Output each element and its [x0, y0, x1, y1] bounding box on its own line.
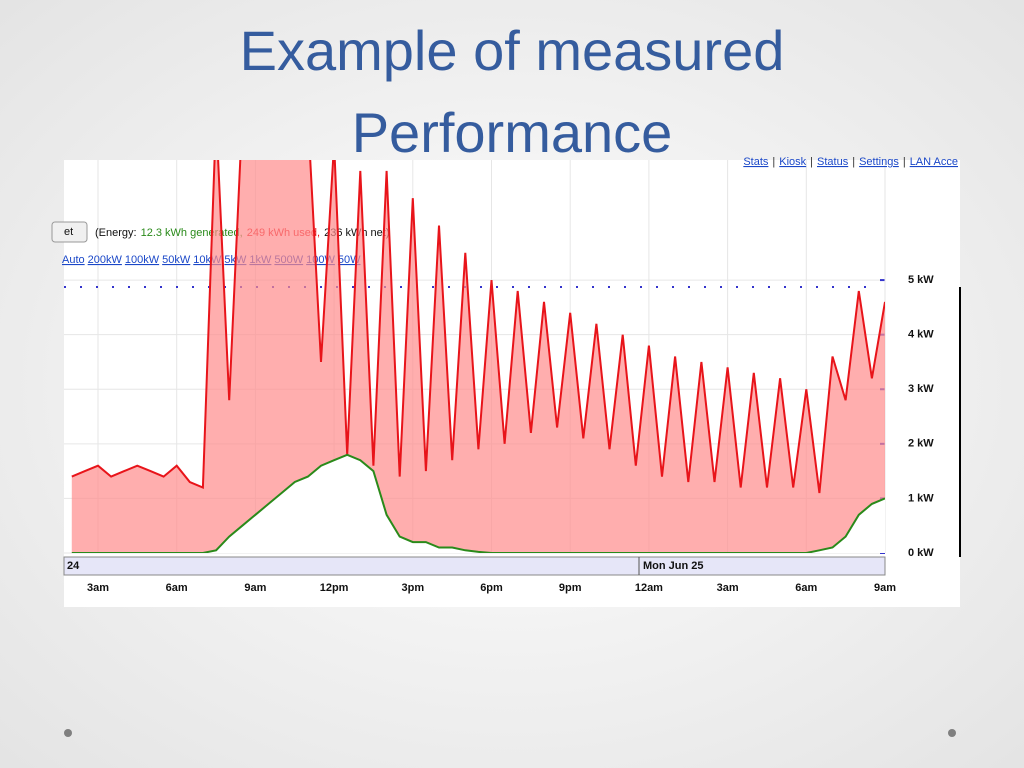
toolbar-link[interactable]: Settings [859, 156, 899, 168]
separator: | [810, 156, 813, 168]
separator: | [903, 156, 906, 168]
scale-link[interactable]: 50kW [162, 254, 191, 266]
x-tick-label: 9am [244, 582, 266, 594]
x-tick-label: 3am [717, 582, 739, 594]
energy-generated: 12.3 kWh generated, [141, 227, 243, 239]
x-tick-label: 12am [635, 582, 663, 594]
toolbar-link[interactable]: Kiosk [779, 156, 806, 168]
slide-title-line: Example of measured [240, 19, 785, 82]
toolbar-link[interactable]: Stats [743, 156, 769, 168]
bullet [948, 729, 956, 737]
button-label: et [64, 226, 73, 238]
screenshot-content: 0 kW 1 kW 2 kW 3 kW 4 kW 5 kW 3am 6am 9am 12pm 3pm… [51, 156, 961, 594]
used-line [71, 160, 885, 494]
y-tick-label: 2 kW [908, 438, 934, 450]
scale-link[interactable]: 200kW [88, 254, 123, 266]
x-tick-label: 3pm [401, 582, 424, 594]
y-tick-label: 0 kW [908, 547, 934, 559]
generated-line [71, 453, 885, 553]
date-bar [63, 556, 886, 576]
toolbar-link[interactable]: Status [817, 156, 849, 168]
generated-area [71, 454, 885, 553]
separator: | [852, 156, 855, 168]
x-tick-label: 6am [166, 582, 188, 594]
x-tick-label: 6am [795, 582, 817, 594]
y-tick-label: 3 kW [908, 383, 934, 395]
bullet [64, 729, 72, 737]
date-label: 24 [67, 560, 80, 572]
x-tick-label: 6pm [480, 582, 503, 594]
button[interactable] [51, 221, 88, 243]
energy-prefix: (Energy: [95, 227, 137, 239]
y-tick-label: 5 kW [908, 274, 934, 286]
scale-link[interactable]: Auto [62, 254, 85, 266]
x-tick-label: 9am [874, 582, 896, 594]
slide-title-line: Performance [352, 101, 673, 164]
x-tick-label: 3am [87, 582, 109, 594]
x-tick-label: 9pm [559, 582, 582, 594]
toolbar-link[interactable]: LAN Acce [910, 156, 958, 168]
y-tick-label: 1 kW [908, 492, 934, 504]
toolbar-links: Stats | Kiosk | Status | Settings | LAN Acce [743, 156, 958, 168]
used-area [71, 160, 885, 553]
y-tick-label: 4 kW [908, 329, 934, 341]
separator: | [772, 156, 775, 168]
plot [71, 160, 885, 553]
scale-link[interactable]: 100kW [125, 254, 160, 266]
date-label: Mon Jun 25 [643, 560, 704, 572]
x-tick-label: 12pm [320, 582, 349, 594]
